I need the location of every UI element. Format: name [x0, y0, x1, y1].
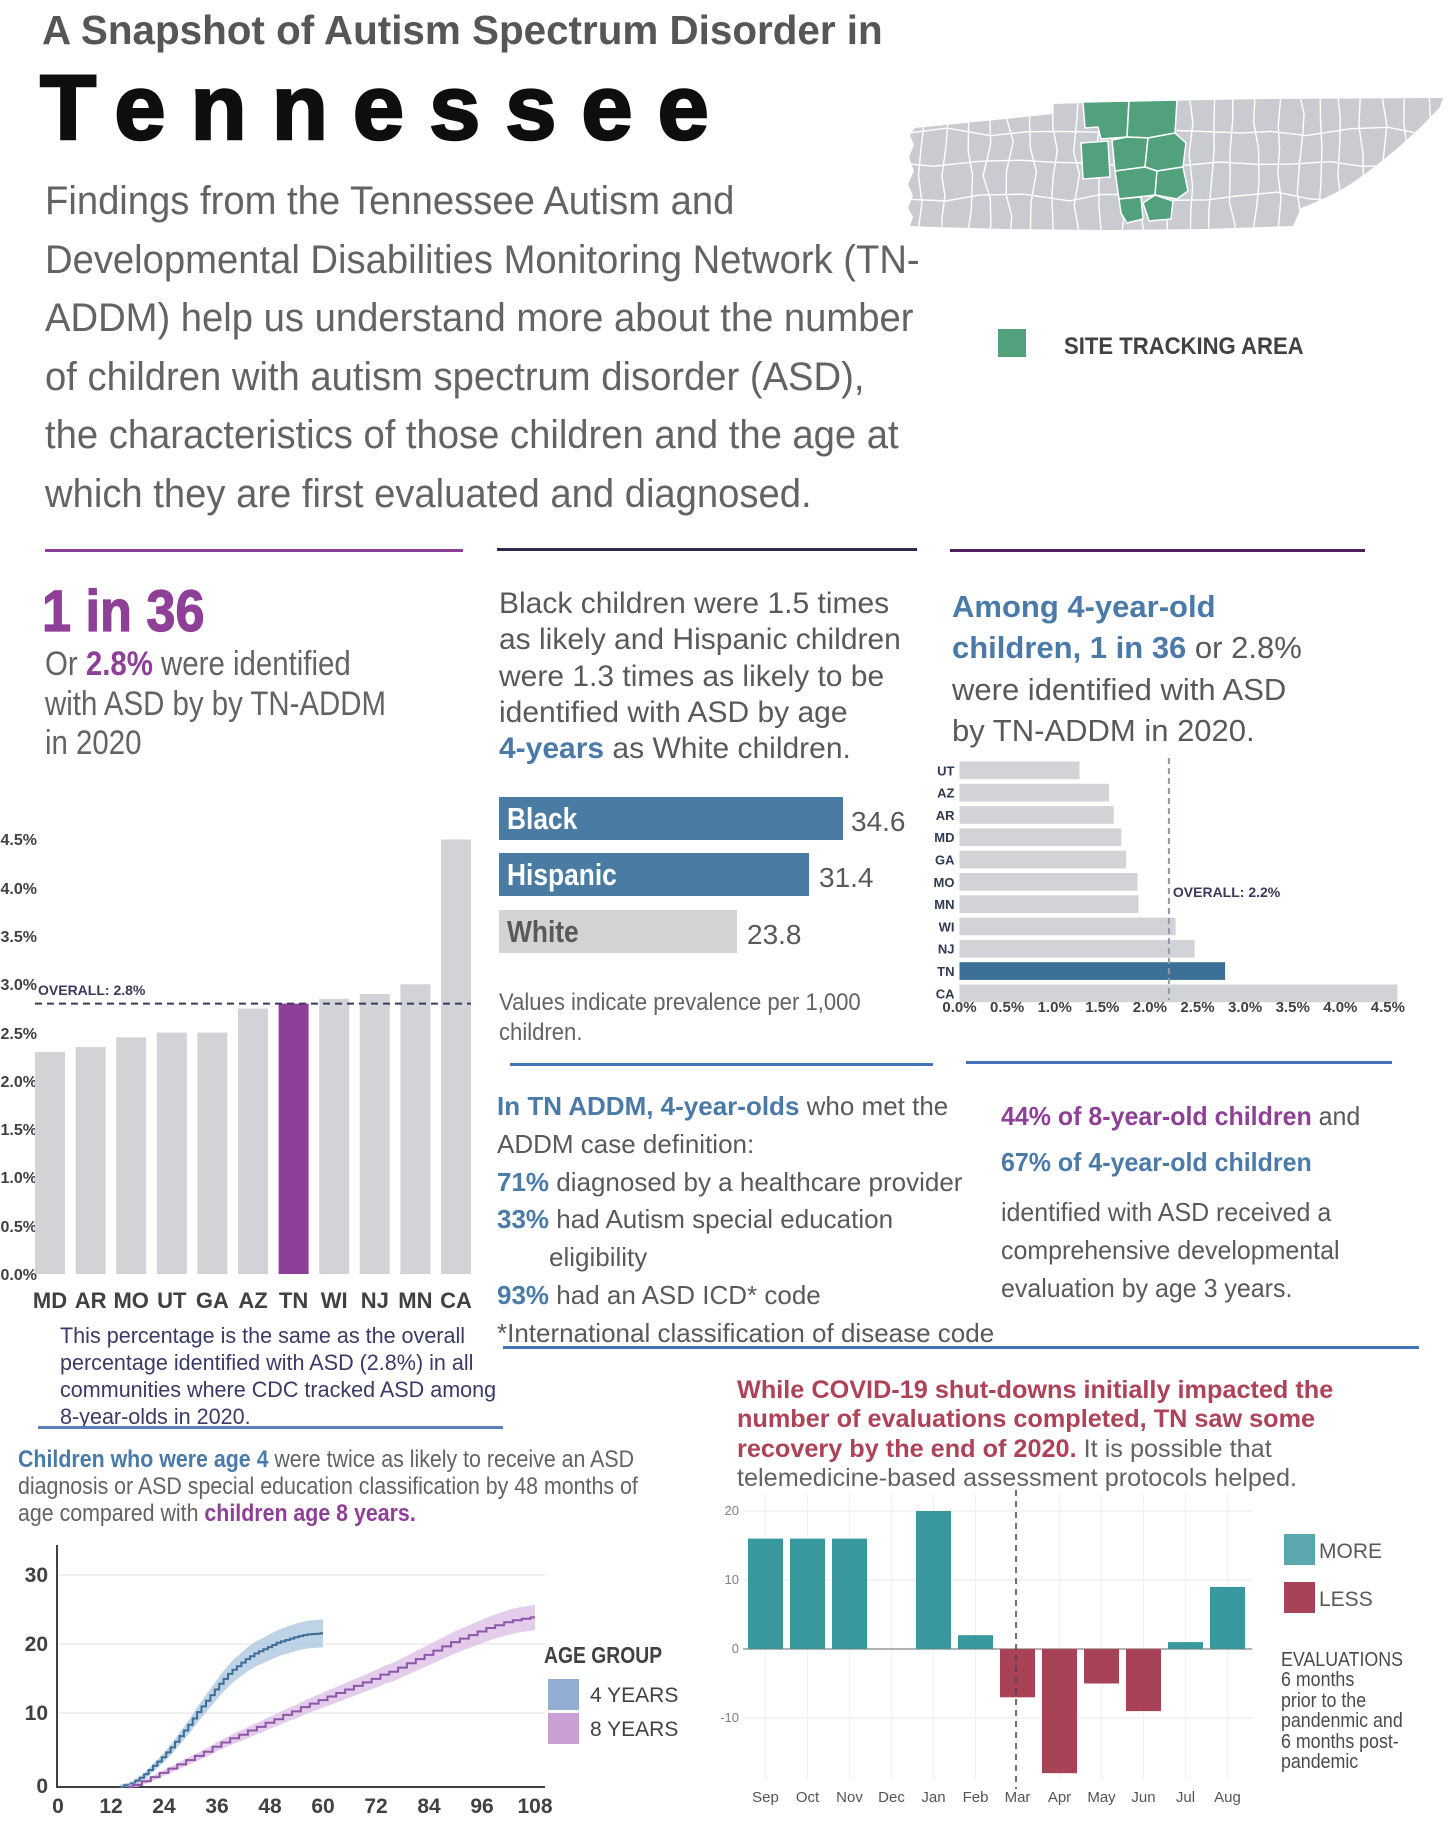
svg-text:3.5%: 3.5% — [1276, 999, 1310, 1016]
svg-text:1.0%: 1.0% — [1, 1170, 37, 1187]
svg-text:0: 0 — [52, 1795, 64, 1818]
svg-text:NJ: NJ — [361, 1288, 389, 1313]
svg-text:Jun: Jun — [1131, 1789, 1155, 1806]
svg-text:Nov: Nov — [836, 1789, 863, 1806]
svg-text:0.0%: 0.0% — [942, 999, 976, 1016]
svg-text:1.0%: 1.0% — [1038, 999, 1072, 1016]
svg-text:AR: AR — [75, 1288, 107, 1313]
svg-text:1.5%: 1.5% — [1085, 999, 1119, 1016]
svg-text:TN: TN — [937, 964, 954, 979]
svg-text:2.0%: 2.0% — [1, 1074, 37, 1091]
svg-text:-10: -10 — [720, 1710, 739, 1725]
svg-text:1.5%: 1.5% — [1, 1122, 37, 1139]
svg-text:Aug: Aug — [1214, 1789, 1241, 1806]
svg-text:0: 0 — [36, 1775, 48, 1798]
svg-text:96: 96 — [470, 1795, 493, 1818]
svg-text:MO: MO — [113, 1288, 148, 1313]
svg-text:4.0%: 4.0% — [1323, 999, 1357, 1016]
svg-text:Dec: Dec — [878, 1789, 905, 1806]
svg-text:20: 20 — [25, 1633, 48, 1656]
svg-text:OVERALL: 2.2%: OVERALL: 2.2% — [1173, 884, 1281, 900]
svg-text:3.0%: 3.0% — [1, 977, 37, 994]
svg-text:Apr: Apr — [1048, 1789, 1071, 1806]
svg-text:60: 60 — [311, 1795, 334, 1818]
svg-text:108: 108 — [517, 1795, 552, 1818]
svg-text:Oct: Oct — [796, 1789, 820, 1806]
svg-text:2.5%: 2.5% — [1180, 999, 1214, 1016]
svg-text:MO: MO — [934, 875, 955, 890]
svg-text:10: 10 — [725, 1572, 739, 1587]
svg-text:AZ: AZ — [937, 786, 954, 801]
svg-text:MN: MN — [398, 1288, 432, 1313]
svg-text:UT: UT — [937, 763, 954, 778]
svg-text:NJ: NJ — [938, 942, 955, 957]
svg-text:GA: GA — [935, 853, 955, 868]
svg-text:48: 48 — [258, 1795, 282, 1818]
svg-text:12: 12 — [99, 1795, 122, 1818]
svg-text:Jan: Jan — [921, 1789, 945, 1806]
svg-text:3.0%: 3.0% — [1228, 999, 1262, 1016]
svg-text:WI: WI — [939, 919, 955, 934]
svg-text:MD: MD — [934, 830, 954, 845]
svg-text:30: 30 — [25, 1564, 48, 1587]
svg-text:WI: WI — [321, 1288, 348, 1313]
svg-text:0: 0 — [732, 1641, 739, 1656]
svg-text:MN: MN — [934, 897, 954, 912]
svg-text:Jul: Jul — [1176, 1789, 1195, 1806]
svg-text:May: May — [1087, 1789, 1116, 1806]
svg-text:TN: TN — [279, 1288, 308, 1313]
svg-text:CA: CA — [440, 1288, 472, 1313]
svg-text:0.5%: 0.5% — [990, 999, 1024, 1016]
svg-text:OVERALL: 2.8%: OVERALL: 2.8% — [38, 982, 146, 998]
svg-text:CA: CA — [936, 986, 955, 1001]
svg-text:MD: MD — [33, 1288, 67, 1313]
svg-text:0.5%: 0.5% — [1, 1219, 37, 1236]
svg-text:UT: UT — [157, 1288, 187, 1313]
svg-text:4.5%: 4.5% — [1371, 999, 1405, 1016]
svg-text:84: 84 — [417, 1795, 441, 1818]
svg-text:4.5%: 4.5% — [1, 832, 37, 849]
svg-text:AR: AR — [936, 808, 955, 823]
svg-text:2.5%: 2.5% — [1, 1026, 37, 1043]
svg-text:4.0%: 4.0% — [1, 881, 37, 898]
svg-text:20: 20 — [725, 1503, 739, 1518]
svg-text:GA: GA — [196, 1288, 229, 1313]
svg-text:72: 72 — [364, 1795, 387, 1818]
svg-text:Sep: Sep — [752, 1789, 779, 1806]
svg-text:24: 24 — [152, 1795, 176, 1818]
svg-text:10: 10 — [25, 1702, 48, 1725]
svg-text:0.0%: 0.0% — [1, 1267, 37, 1284]
svg-text:2.0%: 2.0% — [1133, 999, 1167, 1016]
svg-text:Feb: Feb — [963, 1789, 989, 1806]
svg-text:36: 36 — [205, 1795, 228, 1818]
svg-text:Mar: Mar — [1005, 1789, 1031, 1806]
svg-text:3.5%: 3.5% — [1, 929, 37, 946]
svg-text:AZ: AZ — [238, 1288, 267, 1313]
